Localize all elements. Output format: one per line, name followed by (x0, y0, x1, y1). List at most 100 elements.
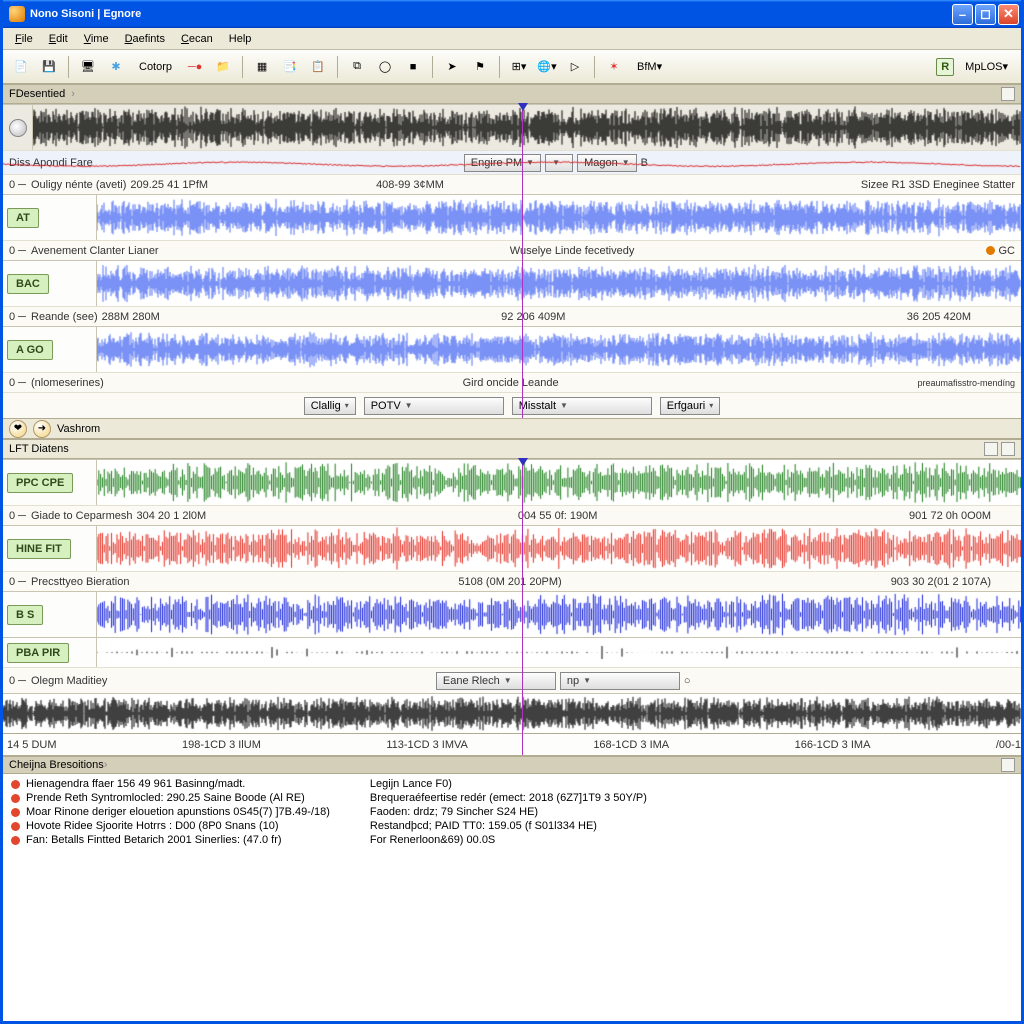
log-line: Restandþcd; PAID TT0: 159.05 (f S01l334 … (370, 820, 647, 832)
cursor-icon[interactable]: ➤ (440, 55, 464, 79)
track1-chip[interactable]: AT (7, 208, 39, 228)
panel2-header: LFT Diatens (3, 439, 1021, 459)
dd-clallig[interactable]: Clallig▾ (304, 397, 356, 415)
star-icon[interactable]: ✶ (602, 55, 626, 79)
p2-track4[interactable]: PBA PIR (3, 637, 1021, 667)
dd-misstalt[interactable]: Misstalt▼ (512, 397, 652, 415)
track1-label-row: 0 ─ Ouligy nénte (aveti) 209.25 41 1PfM … (3, 174, 1021, 194)
p2-track1-chip[interactable]: PPC CPE (7, 473, 73, 493)
p2-track2-label: 0 ─Precsttyeo Bieration 5108 (0M 201 20P… (3, 571, 1021, 591)
track3-label-row: 0 ─ Reande (see) 288M 280M 92 206 409M 3… (3, 306, 1021, 326)
p2-track3-chip[interactable]: B S (7, 605, 43, 625)
doc2-icon[interactable]: 📑 (278, 55, 302, 79)
overview-strip[interactable] (3, 104, 1021, 150)
log-line: Brequeraéfeertise redér (emect: 2018 (6Z… (370, 792, 647, 804)
track2-label-row: 0 ─ Avenement Clanter Lianer Wuselye Lin… (3, 240, 1021, 260)
heart-icon[interactable]: ❤ (9, 420, 27, 438)
panel1-tracks: Diss Apondi Fare Engire PM▼ ▼ Magon▼ B 0… (3, 104, 1021, 419)
log-line: Fan: Betalls Fintted Betarich 2001 Siner… (11, 834, 330, 846)
track2-chip[interactable]: BAC (7, 274, 49, 294)
cotorp-button[interactable]: Cotorp (132, 55, 179, 79)
track3-chip[interactable]: A GO (7, 340, 53, 360)
panel2-tracks: PPC CPE 0 ─Giade to Ceparmesh 304 20 1 2… (3, 459, 1021, 756)
log-line: Hienagendra ffaer 156 49 961 Basinng/mad… (11, 778, 330, 790)
close-button[interactable]: ✕ (998, 4, 1019, 25)
dd-blank[interactable]: ▼ (545, 154, 573, 172)
copy-icon[interactable]: ⧉ (345, 55, 369, 79)
save-icon[interactable]: 💾 (37, 55, 61, 79)
p2-track1-label: 0 ─Giade to Ceparmesh 304 20 1 2l0M 004 … (3, 505, 1021, 525)
log-header: Cheijna Bresoitions › (3, 756, 1021, 774)
mode-indicator: R (936, 58, 954, 76)
app-icon (9, 6, 25, 22)
log-body: Hienagendra ffaer 156 49 961 Basinng/mad… (3, 774, 1021, 1021)
log-line: Legijn Lance F0) (370, 778, 647, 790)
play-icon[interactable]: ▷ (563, 55, 587, 79)
param-row: Diss Apondi Fare Engire PM▼ ▼ Magon▼ B (3, 150, 1021, 174)
time-ruler: 14 5 DUM 198-1CD 3 IlUM 113-1CD 3 IMVA 1… (3, 733, 1021, 755)
minimize-button[interactable]: – (952, 4, 973, 25)
flag-icon[interactable]: ⚑ (468, 55, 492, 79)
menu-file[interactable]: File (7, 31, 41, 47)
dd-potv[interactable]: POTV▼ (364, 397, 504, 415)
toolbar: 📄 💾 🖥 ✱ Cotorp ─● 📁 ▦ 📑 📋 ⧉ ◯ ■ ➤ ⚑ ⊞▾ 🌐… (3, 50, 1021, 84)
doc3-icon[interactable]: 📋 (306, 55, 330, 79)
menu-cecan[interactable]: Cecan (173, 31, 221, 47)
bfm-button[interactable]: BfM ▾ (630, 55, 669, 79)
log-gadget-icon[interactable] (1001, 758, 1015, 772)
snow-icon[interactable]: ✱ (104, 55, 128, 79)
dd-magon[interactable]: Magon▼ (577, 154, 637, 172)
p2-track2-chip[interactable]: HINE FIT (7, 539, 71, 559)
window-icon[interactable]: ⊞▾ (507, 55, 531, 79)
panel1-header: FDesentied › (3, 84, 1021, 104)
line-red-icon[interactable]: ─● (183, 55, 207, 79)
layout-icon[interactable]: ▦ (250, 55, 274, 79)
p2-track4-chip[interactable]: PBA PIR (7, 643, 69, 663)
window-title: Nono Sisoni | Egnore (30, 8, 950, 20)
menu-daefints[interactable]: Daefints (117, 31, 173, 47)
panel1-title: FDesentied (9, 88, 65, 100)
speaker-icon (9, 119, 27, 137)
dd-erfgauri[interactable]: Erfgauri▾ (660, 397, 721, 415)
p2-track-bottom[interactable] (3, 693, 1021, 733)
menu-help[interactable]: Help (221, 31, 260, 47)
panel2-gadget2-icon[interactable] (1001, 442, 1015, 456)
screen-icon[interactable]: 🖥 (76, 55, 100, 79)
dd-eane[interactable]: Eane Rlech▼ (436, 672, 556, 690)
panel1-gadget-icon[interactable] (1001, 87, 1015, 101)
param-left: Diss Apondi Fare (9, 157, 93, 169)
menubar: File Edit Vime Daefints Cecan Help (3, 28, 1021, 50)
track2[interactable]: BAC (3, 260, 1021, 306)
dd-engine[interactable]: Engire PM▼ (464, 154, 541, 172)
track1[interactable]: AT (3, 194, 1021, 240)
log-line: Moar Rinone deriger elouetion apunstions… (11, 806, 330, 818)
folder-icon[interactable]: 📁 (211, 55, 235, 79)
app-window: Nono Sisoni | Egnore – ◻ ✕ File Edit Vim… (0, 0, 1024, 1024)
log-line: Faoden: drdz; 79 Sincher S24 HE) (370, 806, 647, 818)
p2-track2[interactable]: HINE FIT (3, 525, 1021, 571)
p2-oxy-row: 0 ─Olegm Maditiey Eane Rlech▼ np▼ ○ (3, 667, 1021, 693)
param-right: B (641, 157, 648, 169)
panel2-title: LFT Diatens (9, 443, 69, 455)
panel1-bottom-label: 0 ─ (nlomeserines) Gird oncide Leande pr… (3, 372, 1021, 392)
menu-edit[interactable]: Edit (41, 31, 76, 47)
titlebar: Nono Sisoni | Egnore – ◻ ✕ (3, 0, 1021, 28)
dd-np[interactable]: np▼ (560, 672, 680, 690)
globe-icon[interactable]: 🌐▾ (535, 55, 559, 79)
log-line: For Renerloon&69) 00.0S (370, 834, 647, 846)
log-line: Hovote Ridee Sjoorite Hotrrs : D00 (8P0 … (11, 820, 330, 832)
p2-track3[interactable]: B S (3, 591, 1021, 637)
stop-icon[interactable]: ■ (401, 55, 425, 79)
log-line: Prende Reth Syntromlocled: 290.25 Saine … (11, 792, 330, 804)
secondary-label: Vashrom (57, 423, 100, 435)
arrow-icon[interactable]: ➜ (33, 420, 51, 438)
circle-icon[interactable]: ◯ (373, 55, 397, 79)
maximize-button[interactable]: ◻ (975, 4, 996, 25)
panel2-gadget1-icon[interactable] (984, 442, 998, 456)
track3[interactable]: A GO (3, 326, 1021, 372)
new-doc-icon[interactable]: 📄 (9, 55, 33, 79)
p2-track1[interactable]: PPC CPE (3, 459, 1021, 505)
menu-vime[interactable]: Vime (76, 31, 117, 47)
mplos-button[interactable]: MpLOS ▾ (958, 55, 1015, 79)
panel1-ctrl-row: Clallig▾ POTV▼ Misstalt▼ Erfgauri▾ (3, 392, 1021, 418)
